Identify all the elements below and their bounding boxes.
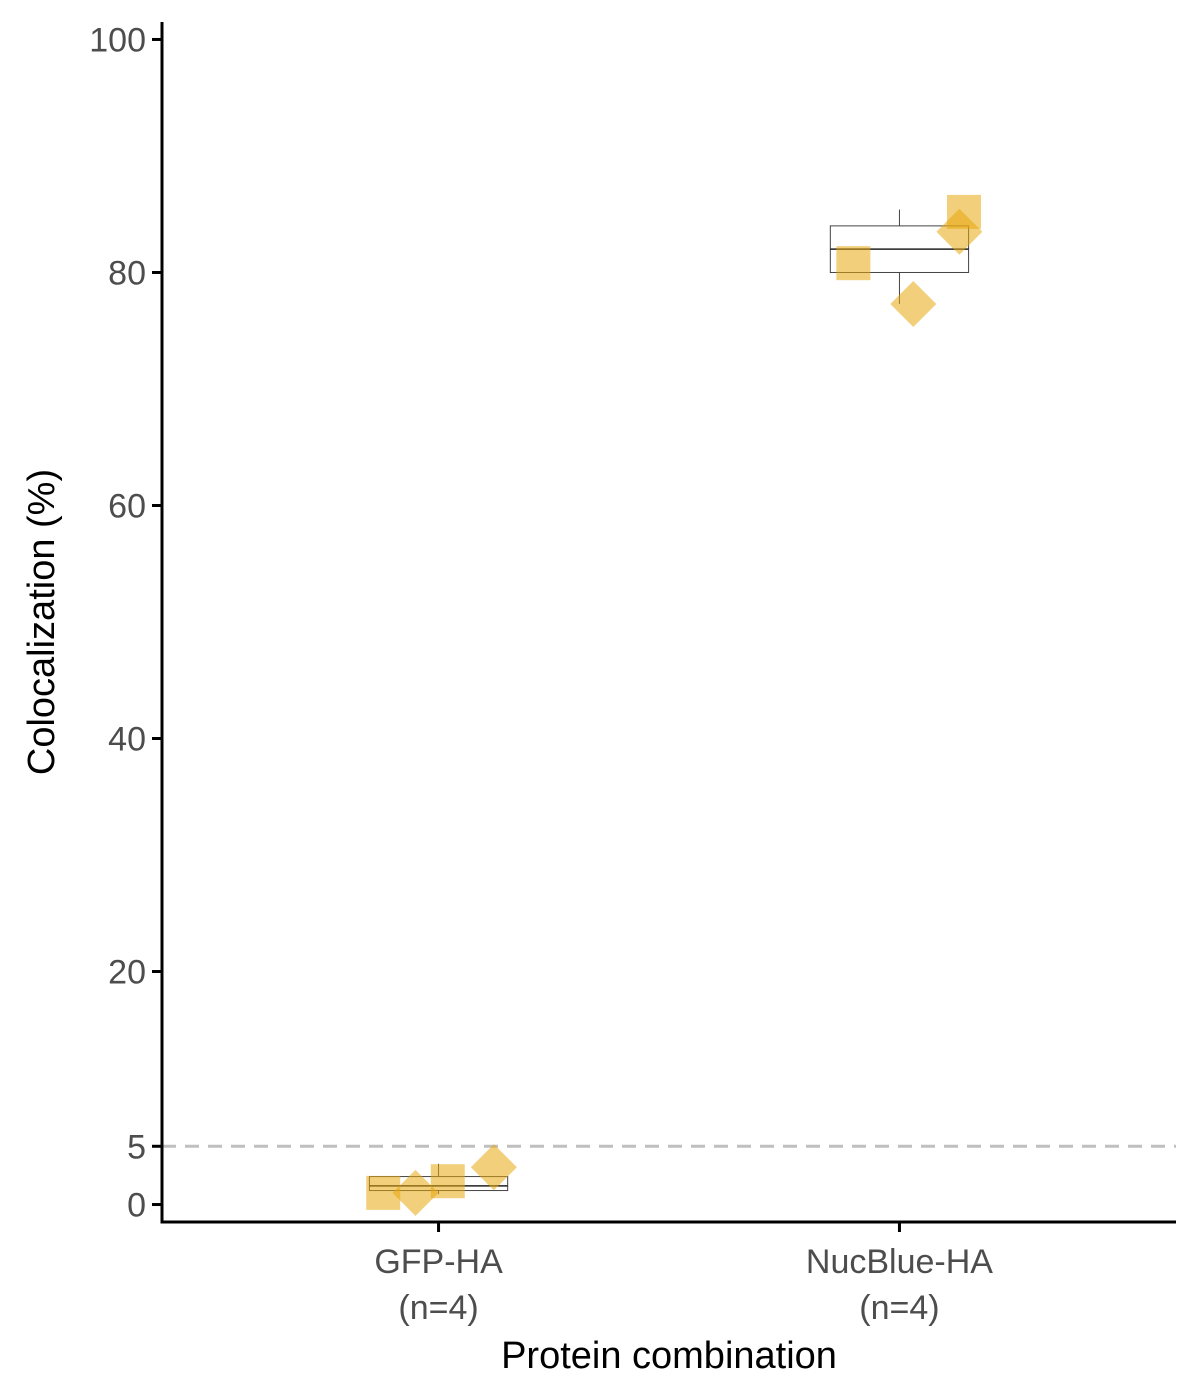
x-ticks-layer: GFP-HA (n=4) NucBlue-HA (n=4)	[374, 1222, 993, 1327]
x-tick-n-label: (n=4)	[398, 1289, 478, 1327]
y-tick-label: 0	[127, 1187, 146, 1225]
points-layer	[366, 194, 983, 1216]
y-axis-title: Colocalization (%)	[21, 469, 63, 775]
y-tick-label: 60	[108, 487, 146, 525]
x-tick-n-label: (n=4)	[859, 1289, 939, 1327]
data-point-diamond	[392, 1169, 439, 1216]
boxes-layer	[368, 209, 970, 1195]
y-tick-label: 100	[89, 21, 146, 59]
x-tick-label: GFP-HA	[374, 1243, 503, 1281]
y-ticks-layer: 0 5 20 40 60 80 100	[89, 21, 162, 1225]
y-tick-label: 5	[127, 1128, 146, 1166]
x-axis-title: Protein combination	[501, 1335, 837, 1377]
y-tick-label: 20	[108, 954, 146, 992]
data-point-diamond	[936, 208, 983, 255]
y-tick-label: 80	[108, 254, 146, 292]
axes-layer	[160, 22, 1176, 1224]
data-point-diamond	[890, 280, 937, 327]
data-point-square	[836, 246, 871, 281]
data-point-diamond	[470, 1144, 517, 1191]
x-tick-label: NucBlue-HA	[806, 1243, 993, 1281]
y-tick-label: 40	[108, 721, 146, 759]
